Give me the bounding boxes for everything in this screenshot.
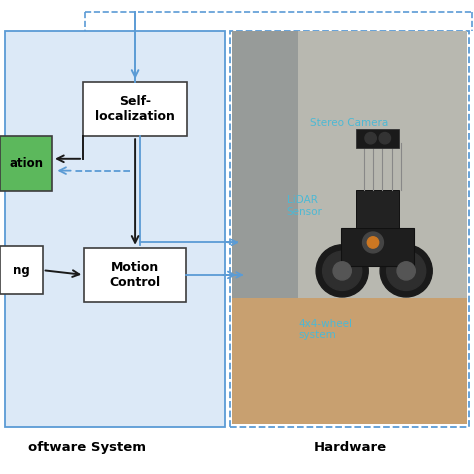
Bar	[232, 31, 298, 298]
Circle shape	[365, 133, 376, 144]
Circle shape	[367, 237, 379, 248]
Bar	[356, 191, 399, 228]
Text: Hardware: Hardware	[314, 441, 387, 455]
Bar	[356, 129, 399, 148]
Circle shape	[397, 262, 415, 280]
Bar	[84, 248, 186, 302]
Bar	[83, 82, 187, 137]
Text: ation: ation	[9, 157, 43, 170]
Text: oftware System: oftware System	[28, 441, 146, 455]
Text: Stereo Camera: Stereo Camera	[310, 118, 389, 128]
Circle shape	[379, 133, 391, 144]
Bar	[232, 298, 467, 424]
Text: Motion
Control: Motion Control	[109, 261, 161, 289]
Bar	[0, 246, 43, 294]
Circle shape	[316, 245, 368, 297]
Circle shape	[380, 245, 432, 297]
Text: Self-
localization: Self- localization	[95, 95, 175, 123]
Bar	[5, 31, 225, 427]
Bar	[232, 31, 467, 298]
Text: ng: ng	[13, 264, 30, 277]
Circle shape	[363, 232, 383, 253]
Circle shape	[387, 251, 426, 291]
Circle shape	[323, 251, 362, 291]
Text: LiDAR
Sensor: LiDAR Sensor	[287, 195, 323, 217]
Bar	[341, 228, 414, 266]
Bar	[230, 31, 469, 427]
Circle shape	[333, 262, 351, 280]
Bar	[0, 137, 52, 191]
Text: 4x4-wheel
system: 4x4-wheel system	[299, 319, 353, 340]
